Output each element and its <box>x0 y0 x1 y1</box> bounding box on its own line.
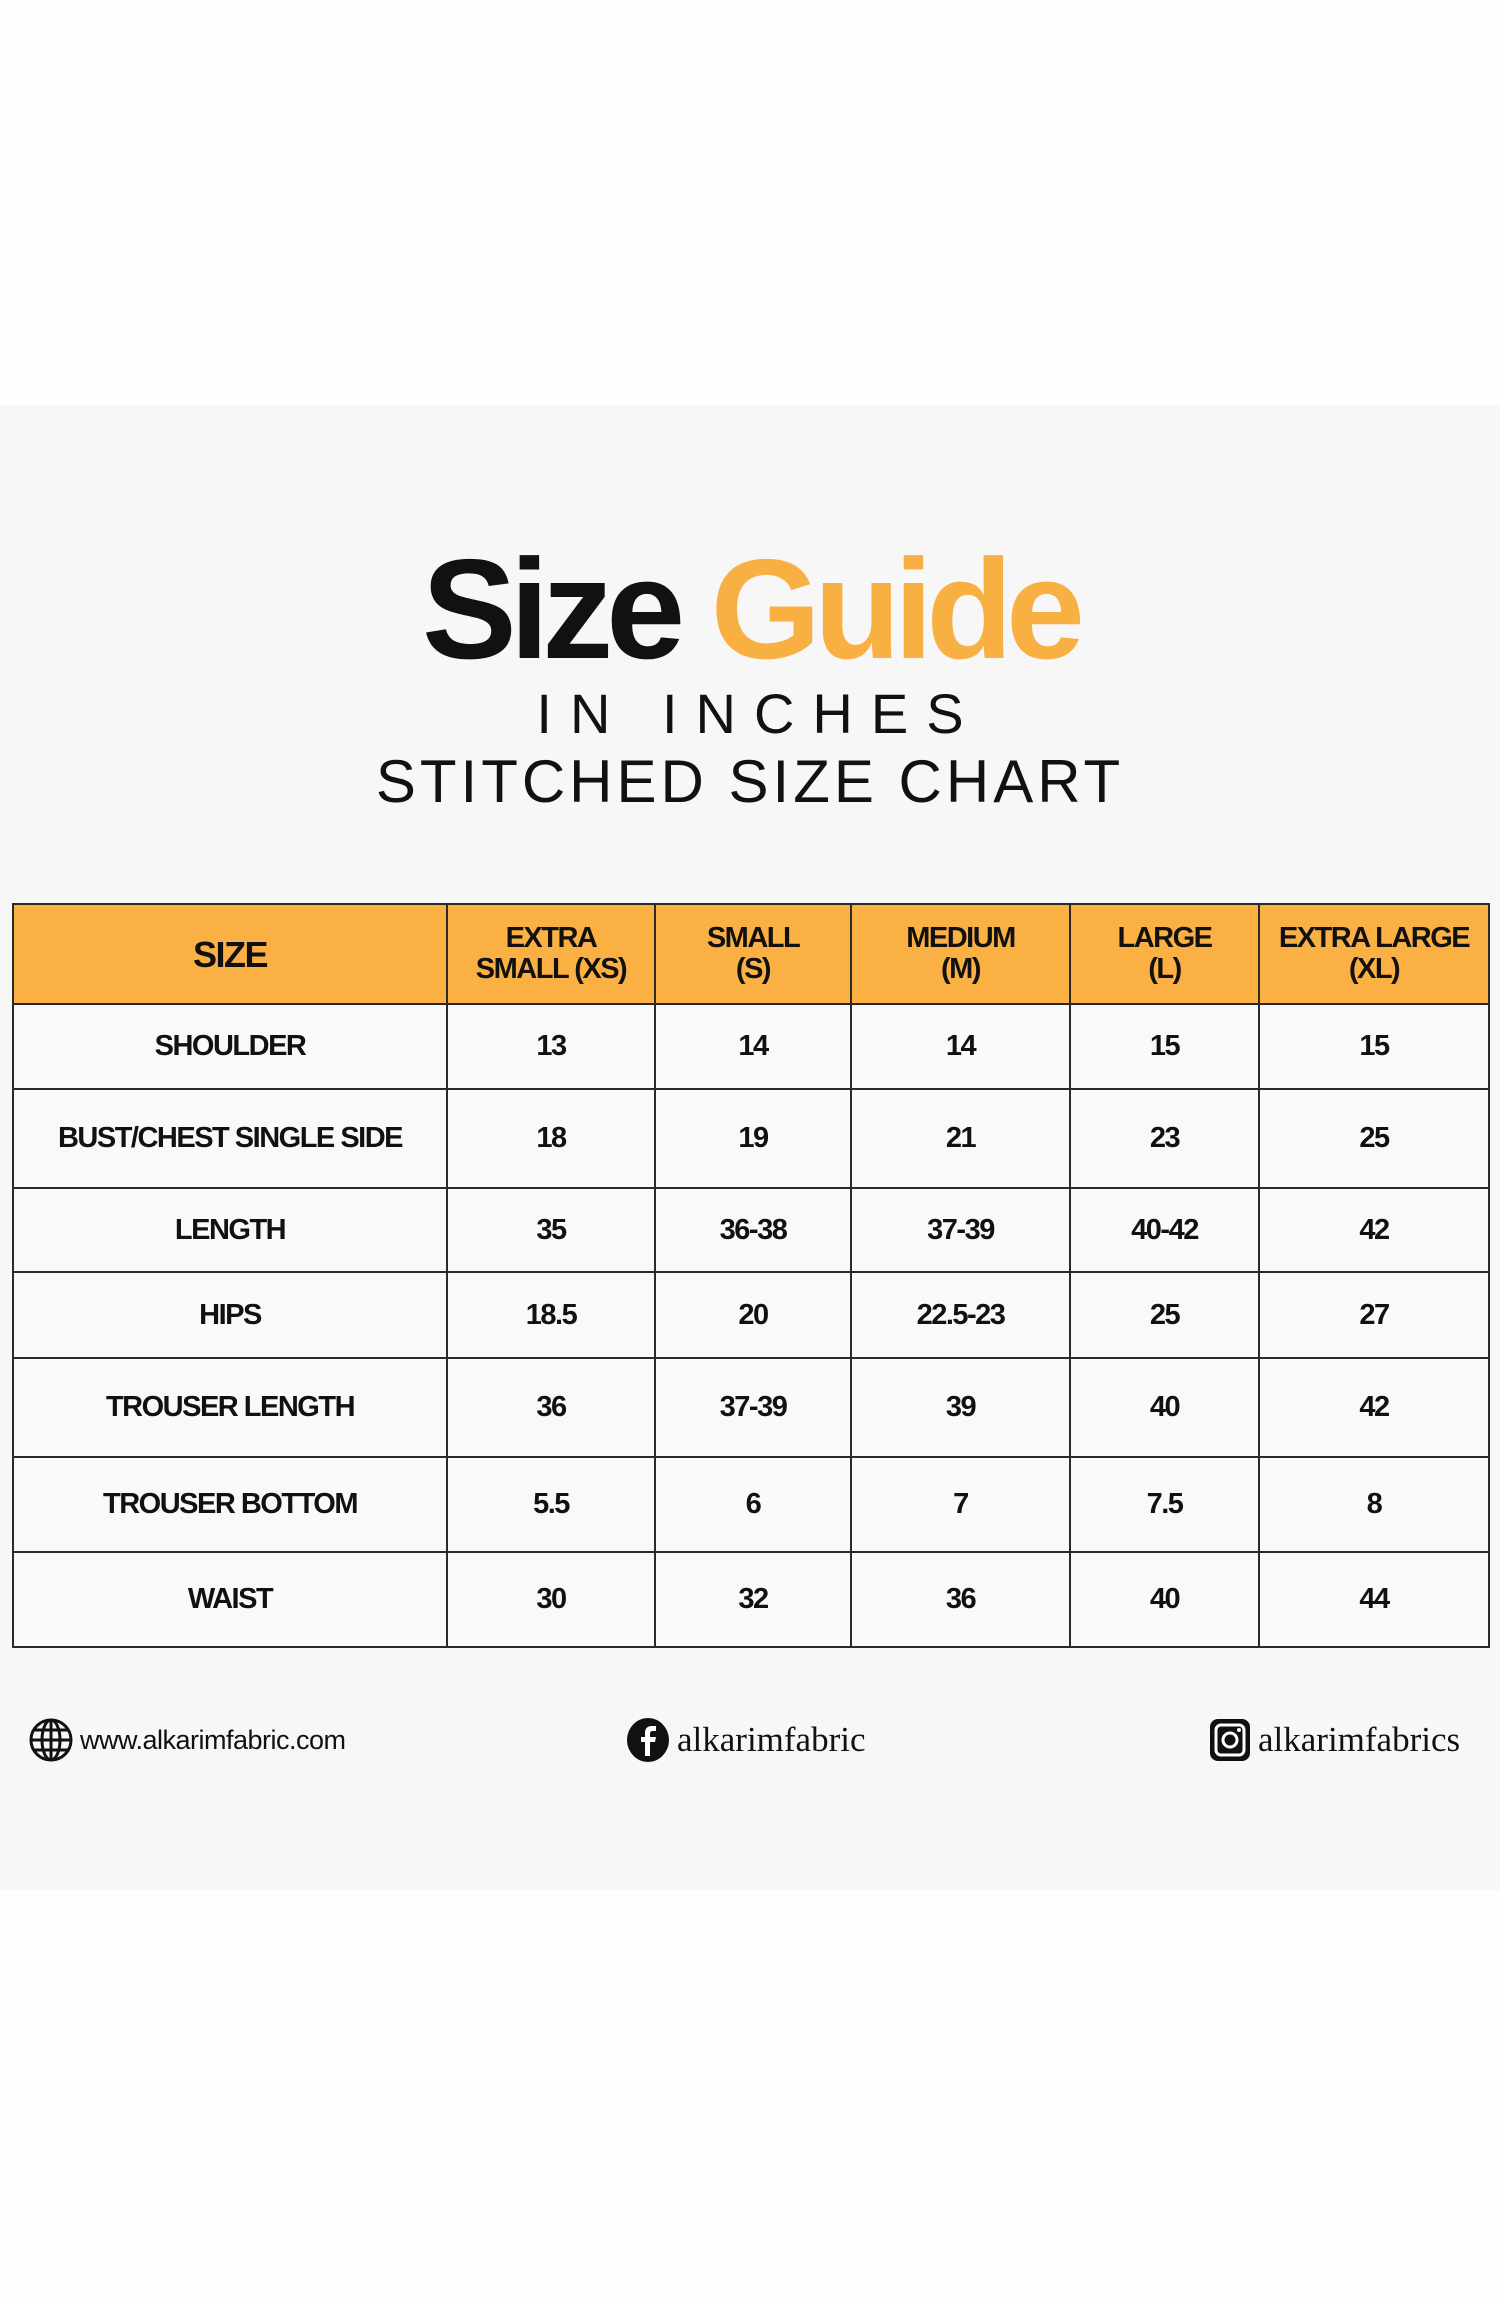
measurement-label: TROUSER LENGTH <box>12 1357 448 1458</box>
measurement-value: 19 <box>654 1088 852 1189</box>
measurement-label: BUST/CHEST SINGLE SIDE <box>12 1088 448 1189</box>
column-header-line: MEDIUM <box>906 922 1016 954</box>
column-header-4: LARGE (L) <box>1069 903 1260 1005</box>
measurement-value: 30 <box>446 1551 656 1648</box>
column-header-2: SMALL (S) <box>654 903 852 1005</box>
website-link[interactable]: www.alkarimfabric.com <box>28 1712 346 1768</box>
table-row: HIPS 18.5 20 22.5-23 25 27 <box>12 1271 1490 1359</box>
column-header-0: SIZE <box>12 903 448 1005</box>
measurement-value: 40-42 <box>1069 1187 1260 1273</box>
table-row: SHOULDER 13 14 14 15 15 <box>12 1003 1490 1090</box>
column-header-line: SIZE <box>192 933 269 975</box>
column-header-line: (S) <box>735 953 772 985</box>
page-title: Size Guide <box>0 539 1500 681</box>
website-text: www.alkarimfabric.com <box>80 1724 346 1755</box>
measurement-value: 36-38 <box>654 1187 852 1273</box>
measurement-value: 7 <box>850 1456 1071 1553</box>
table-row: LENGTH 35 36-38 37-39 40-42 42 <box>12 1187 1490 1273</box>
measurement-value: 36 <box>446 1357 656 1458</box>
chart-title: STITCHED SIZE CHART <box>375 748 1125 815</box>
measurement-label: SHOULDER <box>12 1003 448 1090</box>
measurement-value: 20 <box>654 1271 852 1359</box>
measurement-value: 37-39 <box>850 1187 1071 1273</box>
measurement-value: 39 <box>850 1357 1071 1458</box>
instagram-icon <box>1210 1719 1250 1761</box>
column-header-line: SMALL <box>706 922 801 954</box>
instagram-text: alkarimfabrics <box>1258 1720 1461 1759</box>
measurement-value: 25 <box>1258 1088 1490 1189</box>
table-row: BUST/CHEST SINGLE SIDE 18 19 21 23 25 <box>12 1088 1490 1189</box>
column-header-5: EXTRA LARGE (XL) <box>1258 903 1490 1005</box>
measurement-value: 18 <box>446 1088 656 1189</box>
measurement-label: HIPS <box>12 1271 448 1359</box>
subtitle-units: IN INCHES <box>536 682 982 745</box>
column-header-line: SMALL (XS) <box>475 953 628 985</box>
facebook-icon <box>627 1718 669 1762</box>
measurement-value: 5.5 <box>446 1456 656 1553</box>
title-guide: Guide <box>710 530 1085 689</box>
measurement-value: 36 <box>850 1551 1071 1648</box>
measurement-value: 15 <box>1258 1003 1490 1090</box>
measurement-value: 42 <box>1258 1357 1490 1458</box>
table-header-row: SIZE EXTRA SMALL (XS) SMALL (S) MEDIUM (M) LARG… <box>12 903 1490 1005</box>
column-header-line: EXTRA <box>505 922 598 954</box>
column-header-1: EXTRA SMALL (XS) <box>446 903 656 1005</box>
column-header-line: LARGE <box>1117 922 1214 954</box>
measurement-value: 44 <box>1258 1551 1490 1648</box>
table-row: TROUSER BOTTOM 5.5 6 7 7.5 8 <box>12 1456 1490 1553</box>
measurement-value: 15 <box>1069 1003 1260 1090</box>
column-header-line: (XL) <box>1348 953 1401 985</box>
measurement-value: 6 <box>654 1456 852 1553</box>
measurement-value: 27 <box>1258 1271 1490 1359</box>
measurement-label: WAIST <box>12 1551 448 1648</box>
measurement-value: 40 <box>1069 1357 1260 1458</box>
measurement-value: 13 <box>446 1003 656 1090</box>
measurement-value: 35 <box>446 1187 656 1273</box>
measurement-value: 32 <box>654 1551 852 1648</box>
measurement-value: 7.5 <box>1069 1456 1260 1553</box>
table-row: WAIST 30 32 36 40 44 <box>12 1551 1490 1648</box>
measurement-value: 22.5-23 <box>850 1271 1071 1359</box>
measurement-value: 14 <box>654 1003 852 1090</box>
measurement-value: 40 <box>1069 1551 1260 1648</box>
column-header-line: EXTRA LARGE <box>1278 922 1471 954</box>
facebook-link[interactable]: alkarimfabric <box>625 1712 866 1768</box>
measurement-value: 23 <box>1069 1088 1260 1189</box>
measurement-value: 8 <box>1258 1456 1490 1553</box>
measurement-value: 37-39 <box>654 1357 852 1458</box>
measurement-value: 42 <box>1258 1187 1490 1273</box>
measurement-value: 25 <box>1069 1271 1260 1359</box>
size-chart-table: SIZE EXTRA SMALL (XS) SMALL (S) MEDIUM (M) LARG… <box>12 903 1490 1648</box>
facebook-text: alkarimfabric <box>677 1720 866 1759</box>
column-header-line: (L) <box>1148 953 1182 985</box>
measurement-label: LENGTH <box>12 1187 448 1273</box>
globe-icon <box>29 1718 73 1762</box>
title-size: Size <box>422 530 685 689</box>
column-header-3: MEDIUM (M) <box>850 903 1071 1005</box>
instagram-link[interactable]: alkarimfabrics <box>1208 1712 1460 1768</box>
measurement-value: 14 <box>850 1003 1071 1090</box>
measurement-value: 21 <box>850 1088 1071 1189</box>
table-row: TROUSER LENGTH 36 37-39 39 40 42 <box>12 1357 1490 1458</box>
column-header-line: (M) <box>941 953 981 985</box>
measurement-label: TROUSER BOTTOM <box>12 1456 448 1553</box>
measurement-value: 18.5 <box>446 1271 656 1359</box>
